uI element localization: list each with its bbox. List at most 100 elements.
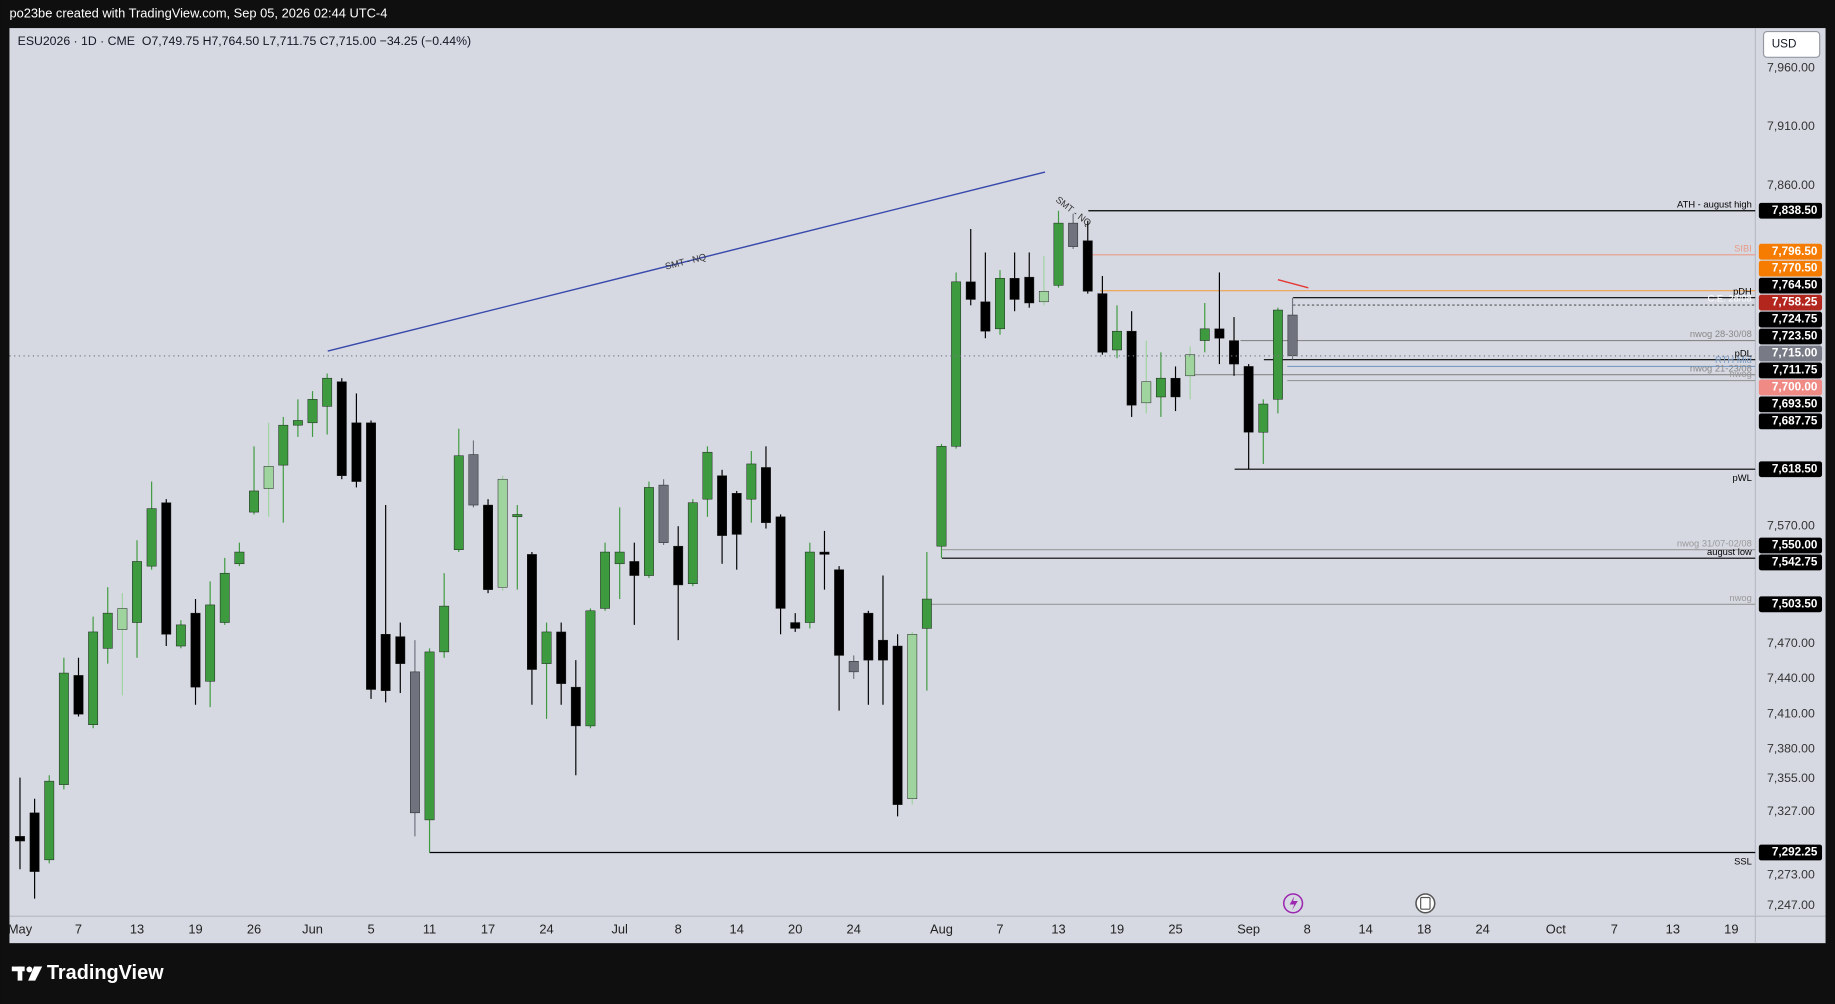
candle-body [161,502,172,635]
candle-body [907,634,918,799]
level-label: pWL [1733,473,1752,483]
price-tag-label: 7,715.00 [1772,347,1818,360]
candle-body [29,812,40,872]
symbol: ESU2026 · 1D · CME [18,34,135,48]
candle-body [453,455,464,550]
candle-body [483,504,493,590]
candle-body [512,514,523,518]
candle-body [1038,291,1049,303]
candle-body [863,612,874,661]
candle-body [936,446,947,547]
candle-body [15,836,25,842]
price-tag [1758,260,1823,277]
x-tick-label: 19 [188,922,202,937]
event-icon[interactable] [1283,893,1304,914]
candle-body [219,572,230,623]
price-tag-label: 7,693.50 [1772,397,1818,410]
candle-body [614,551,625,565]
level-label: nwog 28-30/08 [1690,329,1752,339]
candle-body [1053,222,1064,286]
x-tick-label: 18 [1417,922,1431,937]
candle-body [1082,240,1093,292]
marks [9,210,1756,899]
candle-body [1024,276,1035,304]
candle-body [278,424,289,466]
price-tag [1758,345,1823,362]
currency-box[interactable] [1762,31,1821,58]
event-icon-glyph [1289,896,1298,911]
x-tick-label: Jun [302,922,323,937]
y-tick-label: 7,910.00 [1767,119,1815,133]
candle-body [1126,330,1137,406]
candle-body [117,608,128,630]
x-tick-label: 19 [1724,922,1738,937]
trend-line [327,171,1046,352]
x-tick-label: 8 [1304,922,1311,937]
level-label: nwog 31/07-02/08 [1677,538,1752,548]
ohlc-values: O7,749.75 H7,764.50 L7,711.75 C7,715.00 … [142,34,471,48]
y-tick-label: 7,327.00 [1767,804,1815,818]
level-label: SIBI [1734,243,1752,253]
price-tag [1758,311,1823,328]
candle-body [205,604,216,682]
x-tick-label: 7 [75,922,82,937]
candle-body [570,686,581,727]
symbol-legend: ESU2026 · 1D · CME O7,749.75 H7,764.50 L7… [18,34,471,48]
candle-body [190,612,201,688]
logo: TradingView [11,962,164,984]
logo-glyph [26,966,33,973]
price-tag [1758,537,1823,554]
event-icon-glyph [1420,896,1431,910]
level-label: nwog [1729,593,1751,603]
candle-body [234,551,245,565]
price-tag [1758,379,1823,396]
candle-body [834,569,845,656]
candle-body [307,399,318,424]
candle-body [44,780,55,861]
plot-background [9,28,1826,944]
level-label: pDL [1735,348,1752,358]
candle-body [1170,377,1181,398]
candle-body [336,381,347,476]
level-label: RTH Mid [1715,355,1752,365]
price-tag [1758,596,1823,613]
price-tag-label: 7,687.75 [1772,414,1818,427]
level-label: ATH - august high [1677,199,1752,209]
x-tick-label: 14 [1359,922,1373,937]
candle-body [585,610,596,727]
price-tag [1758,396,1823,413]
candle-body [1258,403,1269,433]
candle-body [1141,381,1152,404]
candle-body [380,634,391,691]
event-icon[interactable] [1415,893,1436,914]
x-tick-label: Oct [1546,922,1566,937]
price-tag [1758,277,1823,294]
candle-body [88,631,99,725]
candle-body [1068,222,1079,247]
candle-body [746,463,757,500]
candle-body [1155,377,1166,398]
x-tick-label: 14 [730,922,744,937]
x-tick-label: 8 [675,922,682,937]
price-tag-label: 7,758.25 [1772,296,1818,309]
x-tick-label: Jul [611,922,627,937]
x-tick-label: 7 [1611,922,1618,937]
price-tag-label: 7,550.00 [1772,539,1818,552]
price-tag-label: 7,292.25 [1772,846,1818,859]
x-tick-label: 13 [1051,922,1065,937]
logo-glyph [17,966,23,981]
candle-body [366,422,376,690]
price-tag [1758,294,1823,311]
x-tick-label: 20 [788,922,802,937]
currency[interactable]: USD [1772,38,1797,51]
y-tick-label: 7,440.00 [1767,671,1815,685]
candle-body [1243,366,1254,433]
x-tick-label: 17 [481,922,495,937]
x-tick-label: 13 [130,922,144,937]
candle-body [804,551,815,623]
x-tick-label: 11 [423,922,436,937]
candle-body [146,508,157,567]
candle-body [878,639,888,661]
x-tick-label: 19 [1110,922,1124,937]
